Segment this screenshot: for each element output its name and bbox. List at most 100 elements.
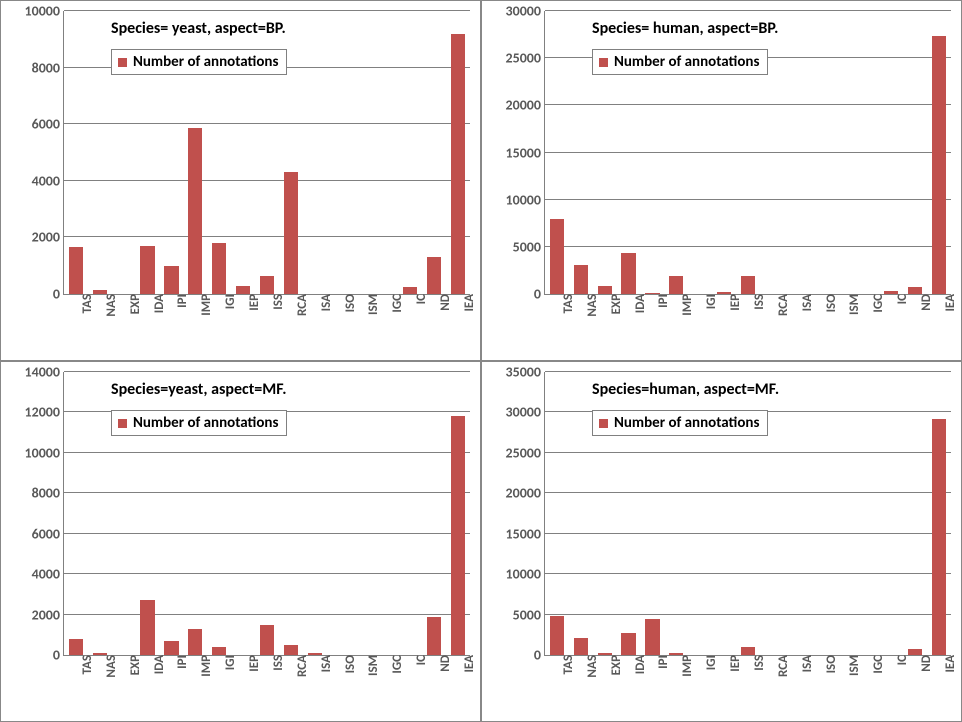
bar	[140, 600, 154, 655]
ytick-label: 15000	[506, 525, 545, 542]
xtick-label: IPI	[171, 294, 190, 308]
xtick-label: ND	[915, 294, 934, 311]
xtick-label: IGI	[700, 655, 719, 670]
bar	[284, 645, 298, 655]
bar-slot: NAS	[569, 11, 593, 294]
ytick-label: 10000	[25, 444, 64, 461]
ytick-label: 20000	[506, 485, 545, 502]
panel-yeast-mf: 02000400060008000100001200014000TASNASEX…	[0, 361, 481, 722]
xtick-label: RCA	[772, 655, 791, 677]
bar-slot: NAS	[569, 372, 593, 655]
ytick-label: 12000	[25, 404, 64, 421]
ytick-label: 0	[534, 647, 545, 664]
xtick-label: IEA	[458, 655, 477, 673]
bar	[451, 34, 465, 294]
bar	[403, 287, 417, 294]
xtick-label: ISO	[339, 655, 358, 673]
xtick-label: IDA	[148, 655, 167, 674]
xtick-label: IC	[410, 294, 429, 304]
ytick-label: 10000	[506, 566, 545, 583]
bar-slot: ISA	[784, 11, 808, 294]
xtick-label: EXP	[124, 655, 143, 675]
xtick-label: IEA	[939, 294, 958, 312]
ytick-label: 2000	[32, 606, 64, 623]
bar-slot: TAS	[545, 372, 569, 655]
legend-text: Number of annotations	[133, 414, 278, 432]
bar-slot: ISM	[832, 372, 856, 655]
xtick-label: RCA	[772, 294, 791, 316]
bar-slot: IGC	[374, 372, 398, 655]
chart-title: Species=human, aspect=MF.	[592, 380, 779, 399]
bar-slot: ND	[903, 11, 927, 294]
ytick-label: 35000	[506, 364, 545, 381]
bar-slot: IGC	[374, 11, 398, 294]
bar	[284, 172, 298, 294]
ytick-label: 25000	[506, 444, 545, 461]
chart-title: Species= yeast, aspect=BP.	[111, 19, 286, 38]
bar	[188, 629, 202, 655]
xtick-label: IDA	[148, 294, 167, 313]
ytick-label: 10000	[506, 191, 545, 208]
xtick-label: ISS	[748, 294, 767, 310]
legend-swatch	[599, 419, 608, 428]
bar-slot: ISA	[303, 11, 327, 294]
xtick-label: IEP	[724, 655, 743, 672]
ytick-label: 6000	[32, 525, 64, 542]
xtick-label: ISM	[362, 294, 381, 315]
legend: Number of annotations	[111, 49, 287, 75]
xtick-label: IC	[891, 655, 910, 665]
ytick-label: 20000	[506, 97, 545, 114]
xtick-label: ISO	[820, 294, 839, 312]
xtick-label: EXP	[124, 294, 143, 314]
xtick-label: IGI	[219, 294, 238, 309]
xtick-label: TAS	[557, 294, 576, 313]
xtick-label: ISS	[267, 655, 286, 671]
bar-slot: ISO	[808, 372, 832, 655]
xtick-label: ISO	[820, 655, 839, 673]
ytick-label: 0	[53, 286, 64, 303]
xtick-label: IGI	[700, 294, 719, 309]
legend: Number of annotations	[592, 410, 768, 436]
bar-slot: ISM	[351, 11, 375, 294]
bar	[188, 128, 202, 294]
bar	[598, 286, 612, 294]
bar-slot: IGC	[855, 372, 879, 655]
xtick-label: IGC	[386, 655, 405, 674]
chart-title: Species=yeast, aspect=MF.	[111, 380, 287, 399]
xtick-label: IEP	[243, 294, 262, 311]
legend: Number of annotations	[111, 410, 287, 436]
bar	[260, 276, 274, 294]
bar-slot: IEA	[446, 372, 470, 655]
xtick-label: TAS	[76, 655, 95, 674]
xtick-label: IGI	[219, 655, 238, 670]
ytick-label: 25000	[506, 50, 545, 67]
ytick-label: 0	[534, 286, 545, 303]
ytick-label: 4000	[32, 566, 64, 583]
bar	[932, 36, 946, 294]
bar-slot: ISM	[351, 372, 375, 655]
bar	[669, 276, 683, 294]
xtick-label: IPI	[652, 655, 671, 669]
bar-slot: ISM	[832, 11, 856, 294]
ytick-label: 0	[53, 647, 64, 664]
bar-slot: IEA	[927, 372, 951, 655]
ytick-label: 4000	[32, 172, 64, 189]
bar	[932, 419, 946, 655]
xtick-label: IC	[891, 294, 910, 304]
bar-slot: TAS	[64, 11, 88, 294]
bar	[140, 246, 154, 294]
xtick-label: IMP	[676, 655, 695, 677]
xtick-label: ISA	[315, 655, 334, 672]
bar-slot: IEA	[446, 11, 470, 294]
xtick-label: ISS	[748, 655, 767, 671]
xtick-label: ISO	[339, 294, 358, 312]
ytick-label: 30000	[506, 404, 545, 421]
xtick-label: ISA	[315, 294, 334, 311]
bar-slot: ND	[422, 11, 446, 294]
xtick-label: IEP	[724, 294, 743, 311]
panel-human-mf: 05000100001500020000250003000035000TASNA…	[481, 361, 962, 722]
legend-text: Number of annotations	[614, 414, 759, 432]
legend-text: Number of annotations	[614, 53, 759, 71]
bar-slot: IC	[398, 372, 422, 655]
xtick-label: IMP	[676, 294, 695, 316]
